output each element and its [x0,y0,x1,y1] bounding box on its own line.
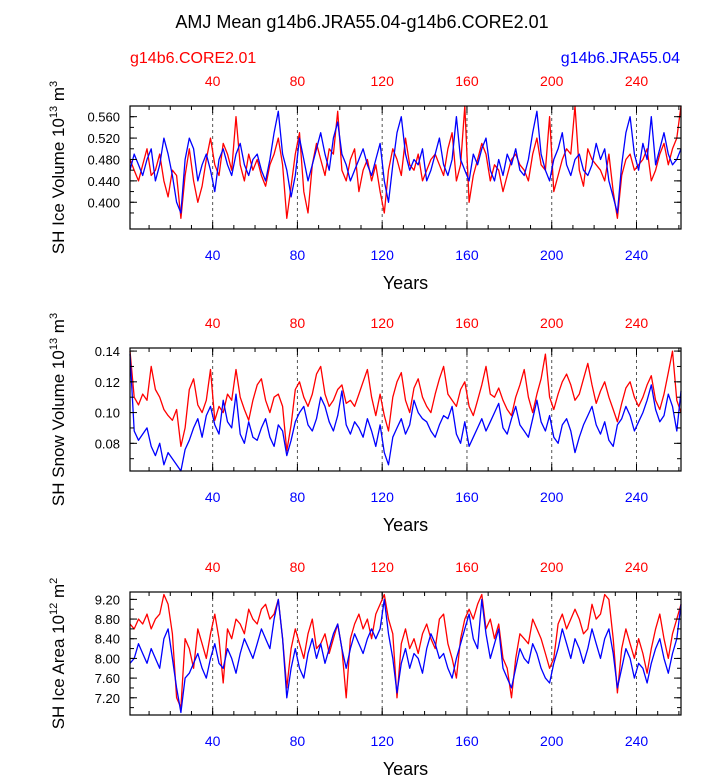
x-tick-label-top: 240 [625,315,649,331]
series-line-core [129,593,682,709]
x-tick-label-top: 80 [290,559,306,575]
y-axis-title: SH Ice Volume 1013 m3 [48,81,68,254]
x-tick-label-bottom: 240 [625,733,649,749]
series-line-jra [129,598,682,714]
y-axis-title-part: m [49,319,68,338]
x-tick-label-bottom: 40 [205,489,221,505]
x-tick-label-top: 40 [205,73,221,89]
x-tick-label-bottom: 80 [290,247,306,263]
x-tick-label-top: 40 [205,559,221,575]
y-tick-label: 8.80 [95,612,120,627]
x-tick-label-top: 240 [625,559,649,575]
y-tick-label: 0.14 [95,344,120,359]
x-tick-label-bottom: 200 [540,489,564,505]
y-axis-title-part: 12 [48,603,60,615]
y-tick-label: 0.08 [95,436,120,451]
series-line-jra [129,354,682,472]
x-tick-label-bottom: 160 [455,733,479,749]
x-tick-label-bottom: 40 [205,733,221,749]
legend-core-label: g14b6.CORE2.01 [130,50,256,67]
x-tick-label-bottom: 160 [455,247,479,263]
x-tick-label-top: 200 [540,73,564,89]
x-tick-label-bottom: 200 [540,733,564,749]
x-tick-label-top: 160 [455,315,479,331]
x-tick-label-bottom: 240 [625,247,649,263]
x-axis-title: Years [383,273,428,293]
y-tick-label: 7.20 [95,691,120,706]
chart-title: AMJ Mean g14b6.JRA55.04-g14b6.CORE2.01 [175,12,548,32]
x-tick-label-bottom: 40 [205,247,221,263]
x-tick-label-bottom: 120 [371,489,395,505]
x-tick-label-top: 120 [371,315,395,331]
y-axis-title-part: 13 [48,338,60,350]
y-axis-title-part: 3 [48,313,60,319]
x-tick-label-bottom: 120 [371,247,395,263]
x-tick-label-bottom: 240 [625,489,649,505]
x-axis-title: Years [383,515,428,535]
y-axis-title-part: m [49,87,68,106]
panel-3 [129,591,682,716]
y-tick-label: 8.00 [95,651,120,666]
y-tick-label: 0.440 [87,174,120,189]
y-axis-title: SH Ice Area 1012 m2 [48,578,68,730]
x-tick-label-bottom: 160 [455,489,479,505]
x-axis-title: Years [383,759,428,775]
plot-frame [129,347,682,472]
x-tick-label-top: 200 [540,559,564,575]
x-tick-label-top: 40 [205,315,221,331]
y-tick-label: 0.520 [87,131,120,146]
x-tick-label-top: 120 [371,73,395,89]
x-tick-label-top: 160 [455,559,479,575]
y-axis-title: SH Snow Volume 1013 m3 [48,313,68,506]
x-tick-label-top: 240 [625,73,649,89]
y-tick-label: 0.560 [87,110,120,125]
y-axis-title-part: m [49,584,68,603]
x-tick-label-top: 80 [290,315,306,331]
y-tick-label: 0.10 [95,406,120,421]
y-tick-label: 7.60 [95,671,120,686]
y-tick-label: 9.20 [95,592,120,607]
x-tick-label-top: 160 [455,73,479,89]
y-axis-title-part: 3 [48,81,60,87]
x-tick-label-top: 120 [371,559,395,575]
x-tick-label-bottom: 200 [540,247,564,263]
y-axis-title-part: SH Ice Volume 10 [49,118,68,254]
y-tick-label: 8.40 [95,632,120,647]
y-tick-label: 0.400 [87,195,120,210]
y-axis-title-part: 13 [48,106,60,118]
x-tick-label-top: 80 [290,73,306,89]
x-tick-label-bottom: 80 [290,489,306,505]
panel-1 [129,105,682,230]
x-tick-label-bottom: 120 [371,733,395,749]
x-tick-label-top: 200 [540,315,564,331]
y-axis-title-part: 2 [48,578,60,584]
y-tick-label: 0.12 [95,375,120,390]
plot-frame [129,105,682,230]
x-tick-label-bottom: 80 [290,733,306,749]
y-axis-title-part: SH Ice Area 10 [49,615,68,729]
y-tick-label: 0.480 [87,152,120,167]
plot-frame [129,591,682,716]
legend-jra-label: g14b6.JRA55.04 [561,50,680,67]
series-line-jra [129,110,682,214]
panel-2 [129,347,682,472]
y-axis-title-part: SH Snow Volume 10 [49,350,68,506]
